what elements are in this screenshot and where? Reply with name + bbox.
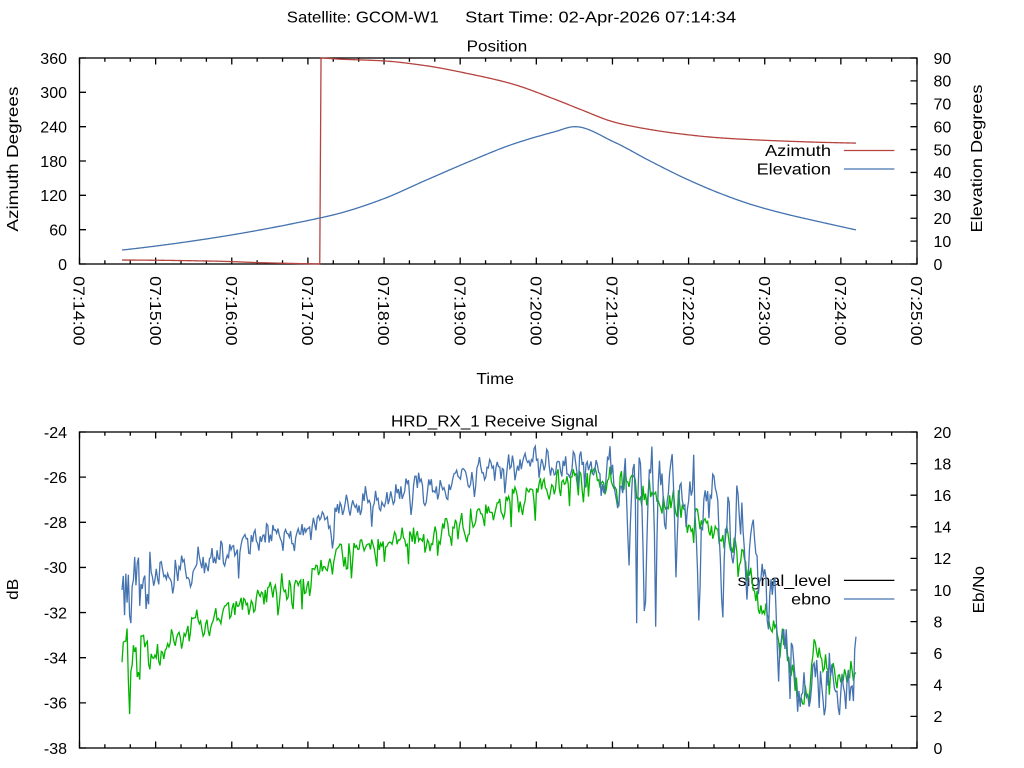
svg-text:0: 0 (58, 257, 67, 274)
svg-text:-34: -34 (44, 651, 67, 668)
svg-text:180: 180 (40, 154, 67, 171)
svg-text:Elevation Degrees: Elevation Degrees (969, 85, 986, 233)
svg-text:300: 300 (40, 85, 67, 102)
svg-text:Azimuth Degrees: Azimuth Degrees (5, 87, 22, 232)
svg-text:-26: -26 (44, 470, 67, 487)
svg-text:dB: dB (5, 579, 22, 600)
svg-text:-32: -32 (44, 605, 67, 622)
svg-text:0: 0 (934, 741, 943, 758)
svg-text:8: 8 (934, 614, 943, 631)
svg-text:6: 6 (934, 646, 943, 663)
svg-text:240: 240 (40, 120, 67, 137)
svg-text:18: 18 (934, 456, 952, 473)
svg-text:14: 14 (934, 520, 952, 537)
svg-text:HRD_RX_1 Receive Signal: HRD_RX_1 Receive Signal (391, 414, 598, 431)
svg-text:360: 360 (40, 51, 67, 68)
svg-text:07:18:00: 07:18:00 (374, 276, 391, 346)
svg-text:10: 10 (934, 234, 952, 251)
svg-text:07:21:00: 07:21:00 (603, 276, 620, 346)
svg-text:60: 60 (49, 223, 67, 240)
svg-text:ebno: ebno (791, 591, 831, 608)
svg-text:90: 90 (934, 51, 952, 68)
svg-text:80: 80 (934, 74, 952, 91)
svg-text:0: 0 (934, 257, 943, 274)
svg-text:Position: Position (467, 39, 528, 56)
svg-text:40: 40 (934, 165, 952, 182)
svg-text:120: 120 (40, 188, 67, 205)
svg-text:-30: -30 (44, 560, 67, 577)
svg-text:-28: -28 (44, 515, 67, 532)
svg-text:07:15:00: 07:15:00 (146, 276, 163, 346)
svg-text:Start Time: 02-Apr-2026 07:14:: Start Time: 02-Apr-2026 07:14:34 (465, 10, 736, 27)
svg-text:Satellite: GCOM-W1: Satellite: GCOM-W1 (287, 10, 439, 27)
svg-text:07:16:00: 07:16:00 (222, 276, 239, 346)
svg-text:2: 2 (934, 709, 943, 726)
svg-text:70: 70 (934, 97, 952, 114)
svg-text:07:19:00: 07:19:00 (450, 276, 467, 346)
svg-text:20: 20 (934, 211, 952, 228)
svg-text:Elevation: Elevation (757, 161, 831, 178)
svg-text:07:24:00: 07:24:00 (831, 276, 848, 346)
svg-text:10: 10 (934, 583, 952, 600)
svg-text:07:14:00: 07:14:00 (70, 276, 87, 346)
svg-text:07:25:00: 07:25:00 (907, 276, 924, 346)
svg-text:60: 60 (934, 120, 952, 137)
svg-text:07:17:00: 07:17:00 (298, 276, 315, 346)
svg-text:-36: -36 (44, 696, 67, 713)
svg-text:20: 20 (934, 425, 952, 442)
svg-text:30: 30 (934, 188, 952, 205)
svg-text:07:20:00: 07:20:00 (527, 276, 544, 346)
svg-text:-24: -24 (44, 425, 67, 442)
svg-text:4: 4 (934, 678, 943, 695)
svg-text:Eb/No: Eb/No (971, 566, 988, 614)
svg-text:50: 50 (934, 142, 952, 159)
svg-text:16: 16 (934, 488, 952, 505)
svg-text:07:23:00: 07:23:00 (755, 276, 772, 346)
svg-text:Time: Time (476, 371, 514, 388)
svg-text:12: 12 (934, 551, 952, 568)
svg-text:Azimuth: Azimuth (765, 143, 831, 160)
svg-text:07:22:00: 07:22:00 (679, 276, 696, 346)
svg-text:-38: -38 (44, 741, 67, 758)
